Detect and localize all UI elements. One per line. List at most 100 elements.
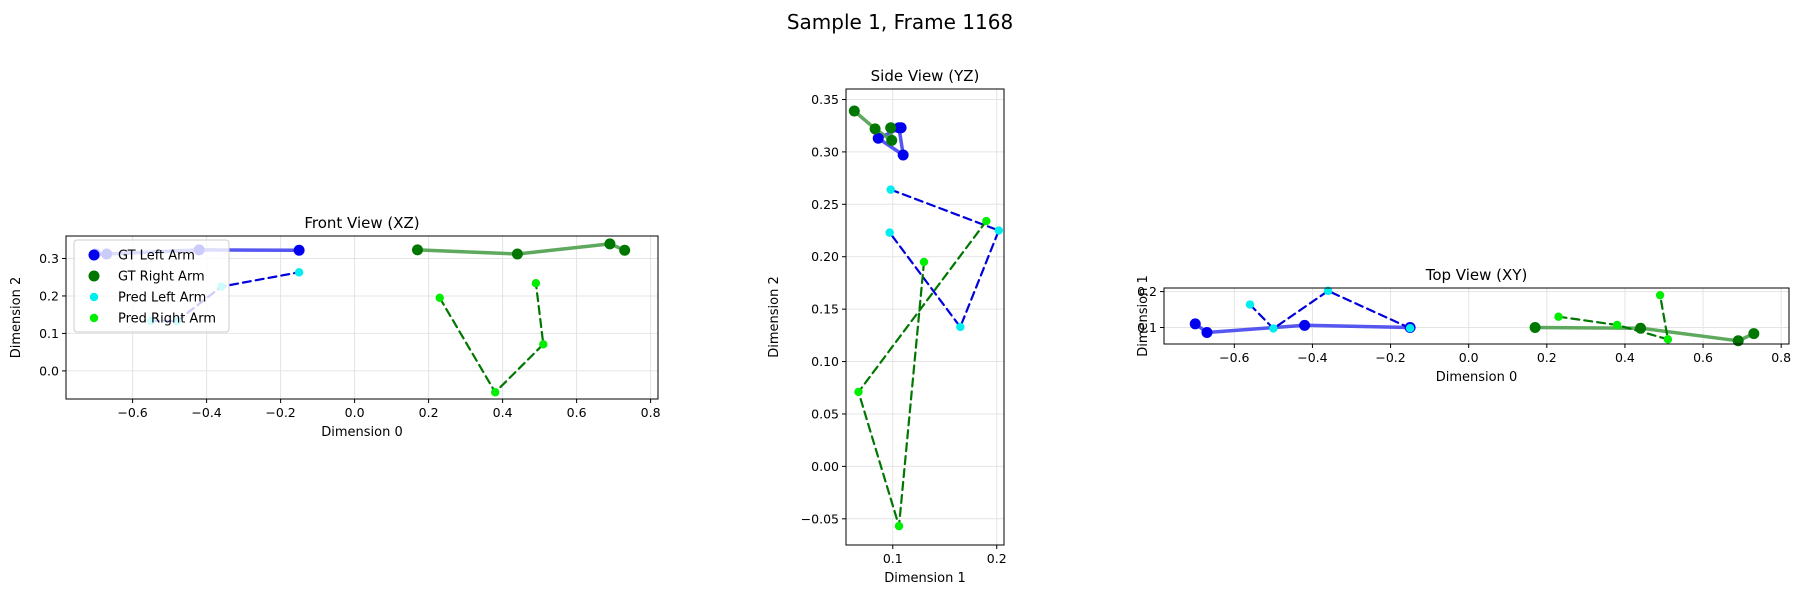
series-point-0 [1299, 319, 1311, 331]
y-tick-label: 0.1 [1137, 320, 1157, 335]
series-line-2 [888, 188, 1000, 329]
x-tick-label: 0.0 [1459, 350, 1479, 365]
legend-marker [89, 292, 99, 302]
series-point-1 [885, 122, 897, 134]
series-line-1 [1533, 325, 1756, 343]
y-tick-label: 0.0 [39, 363, 59, 378]
series-point-2 [1323, 286, 1333, 296]
series-point-0 [897, 149, 909, 161]
series-point-3 [982, 216, 991, 226]
series-point-3 [435, 293, 444, 303]
series-point-3 [1554, 312, 1563, 321]
axes-title: Side View (YZ) [871, 67, 980, 85]
y-tick-label: 0.2 [39, 288, 59, 303]
legend-label: Pred Left Arm [118, 291, 206, 306]
x-tick-label: 0.6 [567, 405, 587, 420]
legend: GT Left Arm GT Right Arm Pred Left Arm Pred… [73, 239, 230, 333]
series-point-1 [869, 123, 881, 135]
x-tick-label: 0.0 [345, 405, 365, 420]
x-tick-label: 0.2 [419, 405, 439, 420]
series-point-3 [1663, 335, 1673, 344]
series-point-2 [1269, 324, 1278, 333]
series-point-1 [848, 105, 860, 117]
x-tick-label: 0.2 [987, 551, 1007, 566]
x-tick-label: −0.6 [117, 405, 147, 420]
x-tick-label: −0.6 [1219, 350, 1249, 365]
series-point-1 [412, 244, 423, 256]
series-point-2 [885, 228, 894, 237]
series-point-2 [886, 185, 895, 194]
series-point-3 [491, 388, 500, 397]
series-point-0 [1189, 318, 1201, 330]
y-tick-label: 0.30 [811, 144, 839, 159]
series-point-2 [1245, 300, 1255, 309]
legend-marker [88, 270, 100, 282]
series-point-1 [619, 244, 631, 256]
x-tick-label: 0.4 [1615, 350, 1635, 365]
legend-marker [88, 249, 100, 261]
series-point-2 [956, 322, 965, 332]
axes-layer: −0.6 −0.4 −0.2 0.0 0.2 0.4 0.6 0.8 0.0 0.1 0.2 0.3 F… [9, 67, 1791, 586]
y-tick-label: −0.05 [801, 511, 839, 526]
x-tick-label: −0.4 [1297, 350, 1327, 365]
x-tick-label: 0.6 [1693, 350, 1713, 365]
y-axis-label: Dimension 1 [1136, 275, 1151, 357]
series-line-2 [1248, 289, 1412, 330]
y-tick-label: 0.15 [811, 302, 839, 317]
plot-area [846, 89, 1004, 545]
legend-label: Pred Right Arm [118, 312, 216, 327]
series-point-1 [1748, 328, 1760, 340]
y-axis-label: Dimension 2 [9, 277, 24, 359]
series-point-1 [1635, 322, 1647, 334]
x-tick-label: 0.1 [883, 551, 903, 566]
y-tick-label: 0.10 [811, 354, 839, 369]
y-tick-label: 0.3 [39, 251, 59, 266]
x-tick-label: 0.8 [1771, 350, 1791, 365]
series-point-3 [1655, 290, 1665, 300]
axes-frame [65, 235, 659, 400]
series-point-1 [1732, 335, 1744, 347]
series-line-3 [438, 282, 545, 394]
series-point-1 [886, 134, 898, 146]
y-tick-label: 0.25 [811, 197, 839, 212]
series-line-1 [852, 109, 894, 143]
series-point-3 [539, 340, 548, 349]
series-point-0 [293, 244, 305, 256]
y-axis-label: Dimension 2 [767, 276, 782, 358]
x-tick-label: 0.8 [641, 405, 661, 420]
series-point-1 [511, 248, 523, 260]
legend-label: GT Left Arm [118, 249, 195, 264]
series-point-1 [604, 238, 616, 250]
y-tick-label: 0.05 [811, 406, 839, 421]
panel-1: 0.1 0.2 −0.05 0.00 0.05 0.10 0.15 0.20 0.25 0.30 0… [767, 67, 1007, 586]
axes-title: Top View (XY) [1425, 266, 1528, 284]
y-tick-label: 0.2 [1137, 284, 1157, 299]
series-point-0 [1201, 327, 1213, 339]
series-point-3 [1612, 320, 1622, 330]
x-tick-label: 0.2 [1537, 350, 1557, 365]
series-line-1 [415, 242, 627, 256]
series-point-3 [854, 387, 863, 397]
x-tick-label: −0.2 [265, 405, 295, 420]
y-tick-label: 0.20 [811, 249, 839, 264]
axes-frame [845, 88, 1005, 546]
series-point-3 [531, 279, 541, 288]
x-tick-label: −0.4 [191, 405, 221, 420]
y-tick-label: 0.1 [39, 326, 59, 341]
series-point-0 [893, 122, 905, 134]
series-line-0 [1193, 322, 1412, 335]
legend-marker [89, 313, 99, 323]
panel-2: −0.6 −0.4 −0.2 0.0 0.2 0.4 0.6 0.8 0.1 0.2 Top Vie… [1136, 266, 1791, 385]
x-tick-label: −0.2 [1375, 350, 1405, 365]
y-tick-label: 0.35 [811, 92, 839, 107]
x-axis-label: Dimension 0 [1436, 370, 1518, 385]
axes-frame [1163, 287, 1790, 345]
series-point-3 [894, 521, 904, 531]
series-point-2 [1405, 324, 1415, 333]
series-point-3 [919, 257, 929, 267]
series-point-1 [1529, 321, 1541, 333]
x-tick-label: 0.4 [493, 405, 513, 420]
x-axis-label: Dimension 1 [884, 571, 966, 586]
series-point-2 [294, 268, 304, 277]
